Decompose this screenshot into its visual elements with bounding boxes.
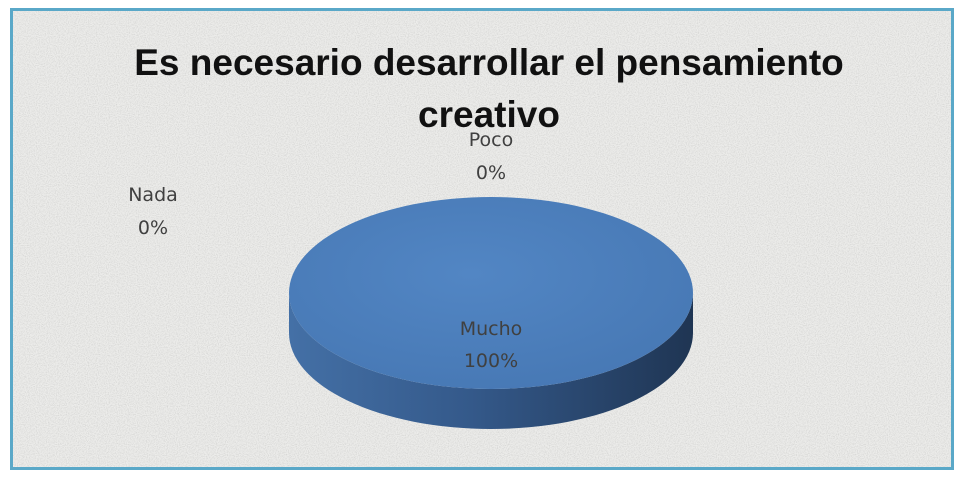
- data-label-mucho-value: 100%: [464, 350, 518, 372]
- chart-title-line-1: Es necesario desarrollar el pensamiento: [134, 42, 844, 83]
- data-label-poco-value: 0%: [476, 162, 506, 184]
- data-label-nada: Nada 0%: [128, 184, 178, 239]
- pie-chart: Es necesario desarrollar el pensamiento …: [13, 11, 951, 467]
- data-label-mucho: Mucho 100%: [460, 318, 523, 372]
- chart-title-line-2: creativo: [418, 94, 560, 135]
- data-label-poco: Poco 0%: [469, 129, 513, 184]
- pie-slice-mucho: [289, 197, 693, 389]
- data-label-nada-category: Nada: [128, 184, 178, 206]
- pie-slice-mucho-side: [289, 293, 693, 429]
- data-label-nada-value: 0%: [138, 217, 168, 239]
- data-label-poco-category: Poco: [469, 129, 513, 151]
- chart-frame: Es necesario desarrollar el pensamiento …: [10, 8, 954, 470]
- data-label-mucho-category: Mucho: [460, 318, 523, 340]
